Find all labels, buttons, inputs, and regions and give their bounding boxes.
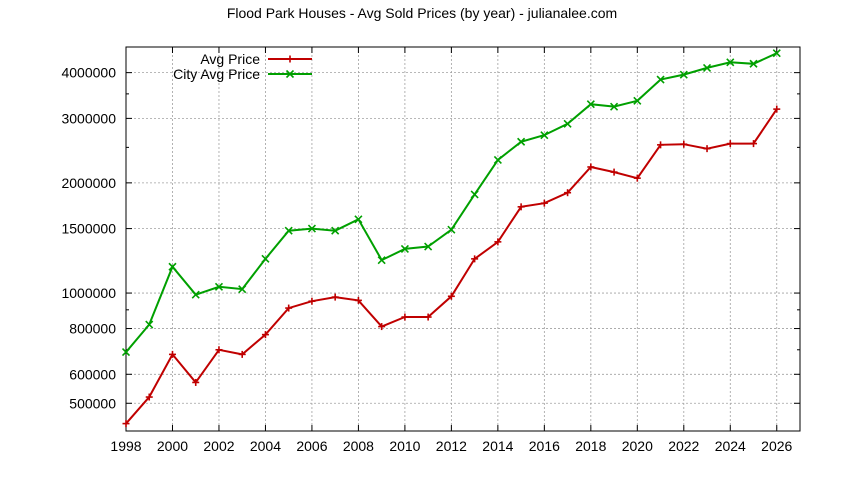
x-tick-label: 2006 xyxy=(296,438,327,454)
plot-area xyxy=(125,46,801,432)
data-point-b xyxy=(563,119,572,128)
data-point-b xyxy=(354,215,363,224)
y-tick-label: 3000000 xyxy=(61,110,116,126)
x-tick-label: 2010 xyxy=(389,438,420,454)
chart-title: Flood Park Houses - Avg Sold Prices (by … xyxy=(227,5,617,21)
data-point-b xyxy=(447,225,456,234)
data-point-b xyxy=(679,70,688,79)
data-point-b xyxy=(470,190,479,199)
y-tick-label: 2000000 xyxy=(61,175,116,191)
y-tick-label: 1000000 xyxy=(61,285,116,301)
grid xyxy=(125,47,800,431)
x-tick-label: 2008 xyxy=(343,438,374,454)
x-tick-label: 2020 xyxy=(622,438,653,454)
data-point-b xyxy=(772,49,781,58)
x-tick-label: 1998 xyxy=(110,438,141,454)
data-point-b xyxy=(656,75,665,84)
legend-marker-b xyxy=(285,69,295,79)
data-point-b xyxy=(726,58,735,67)
x-tick-label: 2026 xyxy=(761,438,792,454)
data-point-b xyxy=(261,254,270,263)
y-tick-label: 1500000 xyxy=(61,221,116,237)
x-tick-label: 2014 xyxy=(482,438,513,454)
legend-label: City Avg Price xyxy=(173,66,260,82)
x-tick-label: 2024 xyxy=(715,438,746,454)
data-point-b xyxy=(400,244,409,253)
data-point-b xyxy=(517,137,526,146)
data-point-b xyxy=(493,155,502,165)
y-tick-label: 800000 xyxy=(69,321,116,337)
data-point-b xyxy=(749,59,758,68)
x-tick-label: 2002 xyxy=(203,438,234,454)
data-point-b xyxy=(377,256,386,265)
data-point-b xyxy=(168,262,177,271)
data-point-b xyxy=(307,224,316,233)
series-city-avg-price xyxy=(121,49,781,357)
y-tick-label: 600000 xyxy=(69,366,116,382)
data-point-b xyxy=(610,102,619,111)
series-avg-price xyxy=(122,105,781,428)
data-point-b xyxy=(540,131,549,140)
y-tick-label: 4000000 xyxy=(61,65,116,81)
data-point-b xyxy=(214,282,224,291)
x-tick-label: 2018 xyxy=(575,438,606,454)
legend-label: Avg Price xyxy=(200,51,260,67)
data-point-b xyxy=(424,242,433,251)
y-tick-label: 500000 xyxy=(69,395,116,411)
data-point-b xyxy=(633,96,642,105)
data-point-b xyxy=(284,226,293,235)
data-point-b xyxy=(702,63,712,73)
x-tick-label: 2016 xyxy=(529,438,560,454)
x-tick-label: 2012 xyxy=(436,438,467,454)
data-point-b xyxy=(586,100,595,109)
series-group xyxy=(121,49,781,428)
data-point-b xyxy=(331,226,340,235)
x-tick-label: 2004 xyxy=(250,438,281,454)
data-point-b xyxy=(238,285,247,294)
x-tick-label: 2022 xyxy=(668,438,699,454)
data-point-b xyxy=(191,290,200,299)
x-tick-label: 2000 xyxy=(157,438,188,454)
data-point-b xyxy=(145,320,154,329)
y-axis-tick-labels: 500000 600000 800000 1000000 1500000 2000000 3… xyxy=(61,65,116,412)
x-axis-tick-labels: 1998 2000 2002 2004 2006 2008 2010 2012 2014 2016… xyxy=(110,438,792,454)
axis-ticks xyxy=(125,47,800,431)
data-point-b xyxy=(121,347,131,357)
